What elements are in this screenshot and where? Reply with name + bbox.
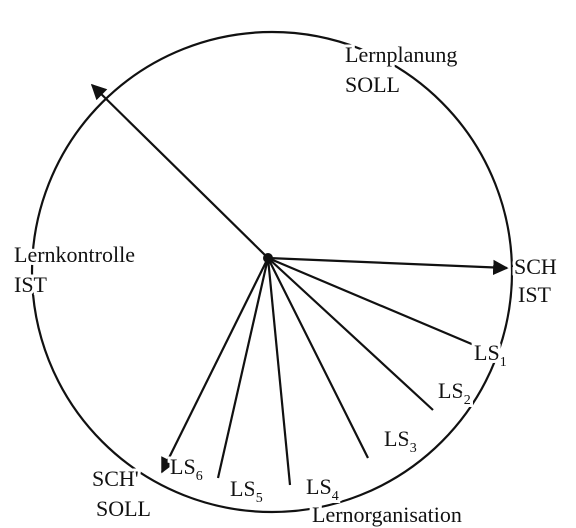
- step-text: LS: [384, 426, 410, 451]
- spoke: [267, 257, 434, 411]
- label: SCH: [514, 254, 557, 279]
- spoke: [267, 257, 369, 459]
- step-text: LS: [474, 340, 500, 365]
- step-sub: 1: [500, 355, 507, 370]
- step-text: LS: [306, 474, 332, 499]
- spoke: [266, 257, 292, 486]
- step-sub: 5: [256, 491, 263, 506]
- label: IST: [14, 272, 48, 297]
- hub: [263, 253, 273, 263]
- step-text: LS: [230, 476, 256, 501]
- step-sub: 3: [410, 441, 417, 456]
- step-label: LS5: [230, 476, 263, 506]
- label: SCH': [92, 466, 139, 491]
- label: SOLL: [345, 72, 400, 97]
- step-label: LS1: [474, 340, 507, 370]
- label: Lernorganisation: [312, 502, 462, 527]
- spoke: [267, 256, 475, 347]
- spoke: [216, 257, 270, 479]
- label: Lernkontrolle: [14, 242, 135, 267]
- step-label: LS2: [438, 378, 471, 408]
- step-text: LS: [170, 454, 196, 479]
- step-label: LS6: [170, 454, 203, 484]
- label: SOLL: [96, 496, 151, 521]
- spoke: [267, 256, 509, 276]
- spokes: [90, 83, 509, 486]
- label: Lernplanung: [345, 42, 457, 67]
- cycle-circle: [30, 30, 514, 514]
- step-sub: 4: [332, 489, 339, 504]
- step-label: LS3: [384, 426, 417, 456]
- spoke: [90, 83, 269, 259]
- step-text: LS: [438, 378, 464, 403]
- step-sub: 2: [464, 393, 471, 408]
- spoke: [161, 257, 269, 474]
- step-sub: 6: [196, 469, 203, 484]
- label: IST: [518, 282, 552, 307]
- step-label: LS4: [306, 474, 339, 504]
